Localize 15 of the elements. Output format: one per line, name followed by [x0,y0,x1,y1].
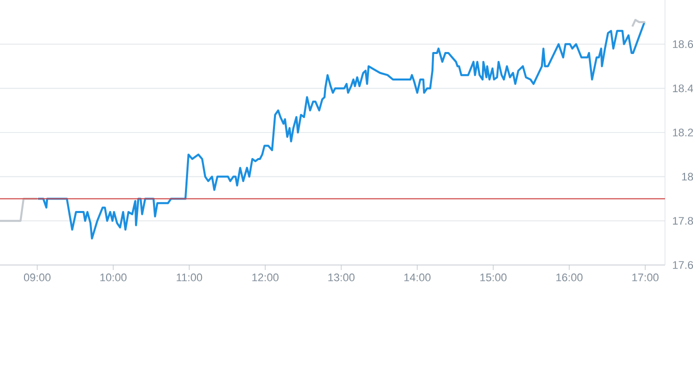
x-tick-label: 13:00 [328,274,355,282]
x-tick-label: 14:00 [404,274,431,282]
x-tick-label: 16:00 [556,274,583,282]
x-tick-label: 10:00 [100,274,127,282]
y-tick-label: 18.6 [672,40,693,48]
x-tick-label: 15:00 [480,274,507,282]
y-tick-label: 18 [682,172,693,181]
y-tick-label: 17.6 [672,261,693,269]
y-tick-label: 18.2 [672,128,693,136]
y-tick-label: 18.4 [672,84,693,92]
y-tick-label: 17.8 [672,216,693,225]
x-tick-label: 11:00 [176,274,202,282]
x-tick-label: 12:00 [252,274,279,282]
x-tick-label: 09:00 [24,274,51,282]
x-tick-label: 17:00 [632,274,659,282]
